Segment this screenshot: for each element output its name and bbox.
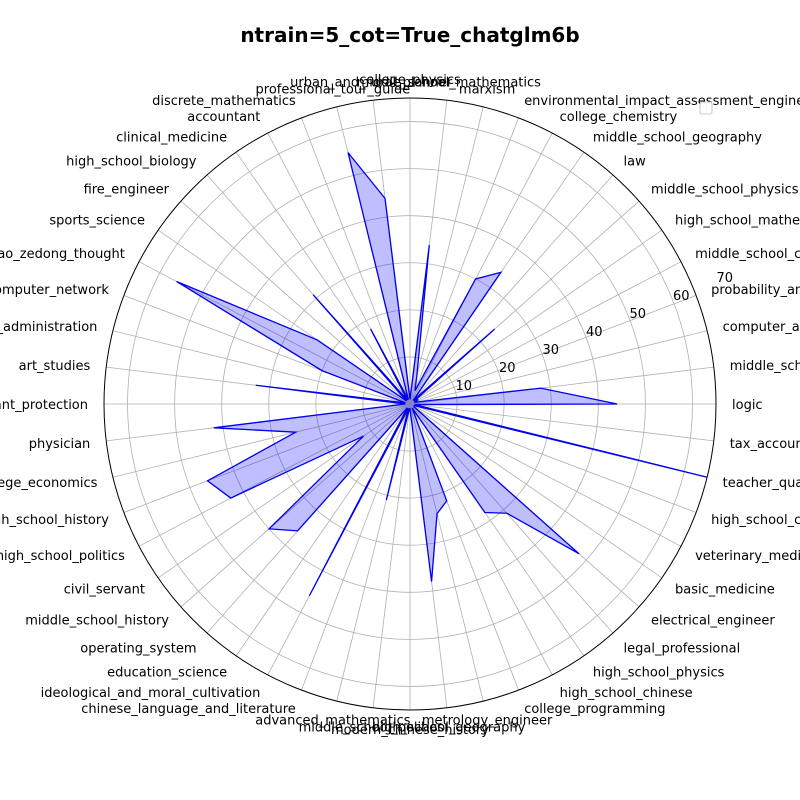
spoke-line [138,403,411,547]
chart-title: ntrain=5_cot=True_chatglm6b [240,23,579,47]
category-label: high_school_geography [372,721,525,736]
spoke-line [409,403,484,702]
category-label: accountant [187,110,260,125]
spoke-line [235,403,411,657]
category-label: art_studies [19,359,91,374]
category-label: teacher_qualification [723,476,800,491]
category-label: plant_protection [0,398,88,413]
category-label: legal_professional [624,641,741,656]
spoke-line [409,229,663,405]
spoke-line [301,117,411,405]
spoke-line [409,261,682,405]
radial-tick-label: 70 [717,271,734,286]
category-label: high_school_biology [66,155,197,170]
spoke-line [409,106,484,405]
spoke-line [409,403,714,442]
category-label: middle_school_geography [593,131,762,146]
radial-tick-label: 30 [543,343,560,358]
category-label: high_school_physics [593,666,725,681]
spoke-line [235,151,411,405]
spoke-line [372,403,411,708]
category-label: clinical_medicine [116,131,227,146]
radial-tick-labels: 10 20 30 40 50 60 70 [456,271,734,394]
radial-tick-label: 10 [456,379,473,394]
category-label: middle_school_politics [299,721,444,736]
category-label: business_administration [0,320,97,335]
category-label: middle_school_history [25,614,169,629]
spoke-line [409,295,697,405]
radial-tick-label: 40 [586,325,603,340]
spoke-line [180,200,411,405]
spoke-line [112,330,411,405]
category-label: computer_architecture [723,320,800,335]
category-label: probability_and_statistics [711,283,800,298]
category-label: computer_network [0,283,109,298]
category-label: professional_tour_guide [256,82,411,97]
category-label: education_science [107,666,227,681]
outer-spine [103,97,717,711]
spoke-line [409,403,697,513]
category-label: marxism [459,82,515,97]
category-label: civil_servant [64,583,145,598]
series-line [176,152,708,597]
grid-ring [174,168,646,640]
radial-tick-label: 20 [499,361,516,376]
category-label: high_school_history [0,513,109,528]
category-label: middle_school_mathematics [357,75,542,90]
category-label: modern_chinese_history [331,723,489,738]
radial-tick-label: 60 [673,289,690,304]
spoke-line [409,330,708,405]
category-label: college_programming [524,702,665,717]
series-area [176,152,708,596]
category-label: basic_medicine [675,583,775,598]
spoke-line [112,403,411,478]
category-label: high_school_chemistry [711,513,800,528]
category-label: high_school_mathematics [675,213,800,228]
spoke-line [409,403,553,676]
category-label: veterinary_medicine [695,549,800,564]
category-label: high_school_politics [0,549,125,564]
spoke-line [409,117,519,405]
category-label: fire_engineer [84,183,170,198]
category-label: ideological_and_moral_cultivation [41,686,261,701]
category-label: urban_and_rural_planner [290,75,453,90]
category-label: high_school_chinese [560,686,693,701]
spoke-line [409,174,614,405]
legend-box [699,101,713,115]
category-label: law [624,155,647,170]
category-label: discrete_mathematics [152,94,296,109]
category-label: electrical_engineer [651,614,775,629]
category-label: college_physics [359,73,461,88]
spoke-line [157,403,411,579]
category-label: environmental_impact_assessment_engineer [524,94,800,109]
category-label: physician [29,437,91,452]
category-label: mao_zedong_thought [0,247,125,262]
category-label: middle_school_chemistry [695,247,800,262]
spoke-line [409,366,714,405]
spoke-line [409,132,553,405]
spoke-line [301,403,411,691]
spoke-line [409,403,663,579]
category-label: advanced_mathematics [255,714,410,729]
category-labels: logic middle_school_biology computer_archi… [0,73,800,738]
category-label: operating_system [80,641,196,656]
category-label: chinese_language_and_literature [81,702,296,717]
category-label: middle_school_physics [651,183,799,198]
category-label: sports_science [49,213,145,228]
radial-tick-label: 50 [630,307,647,322]
category-label: middle_school_biology [730,359,800,374]
spoke-line [409,403,614,634]
spoke-line [180,403,411,608]
spoke-line [123,403,411,513]
spoke-line [409,403,682,547]
series-layer [176,152,708,597]
grid-ring [127,121,693,687]
category-label: logic [732,398,763,413]
category-label: metrology_engineer [422,714,553,729]
category-label: tax_accountant [730,437,800,452]
category-label: college_economics [0,476,98,491]
category-label: college_chemistry [560,110,678,125]
